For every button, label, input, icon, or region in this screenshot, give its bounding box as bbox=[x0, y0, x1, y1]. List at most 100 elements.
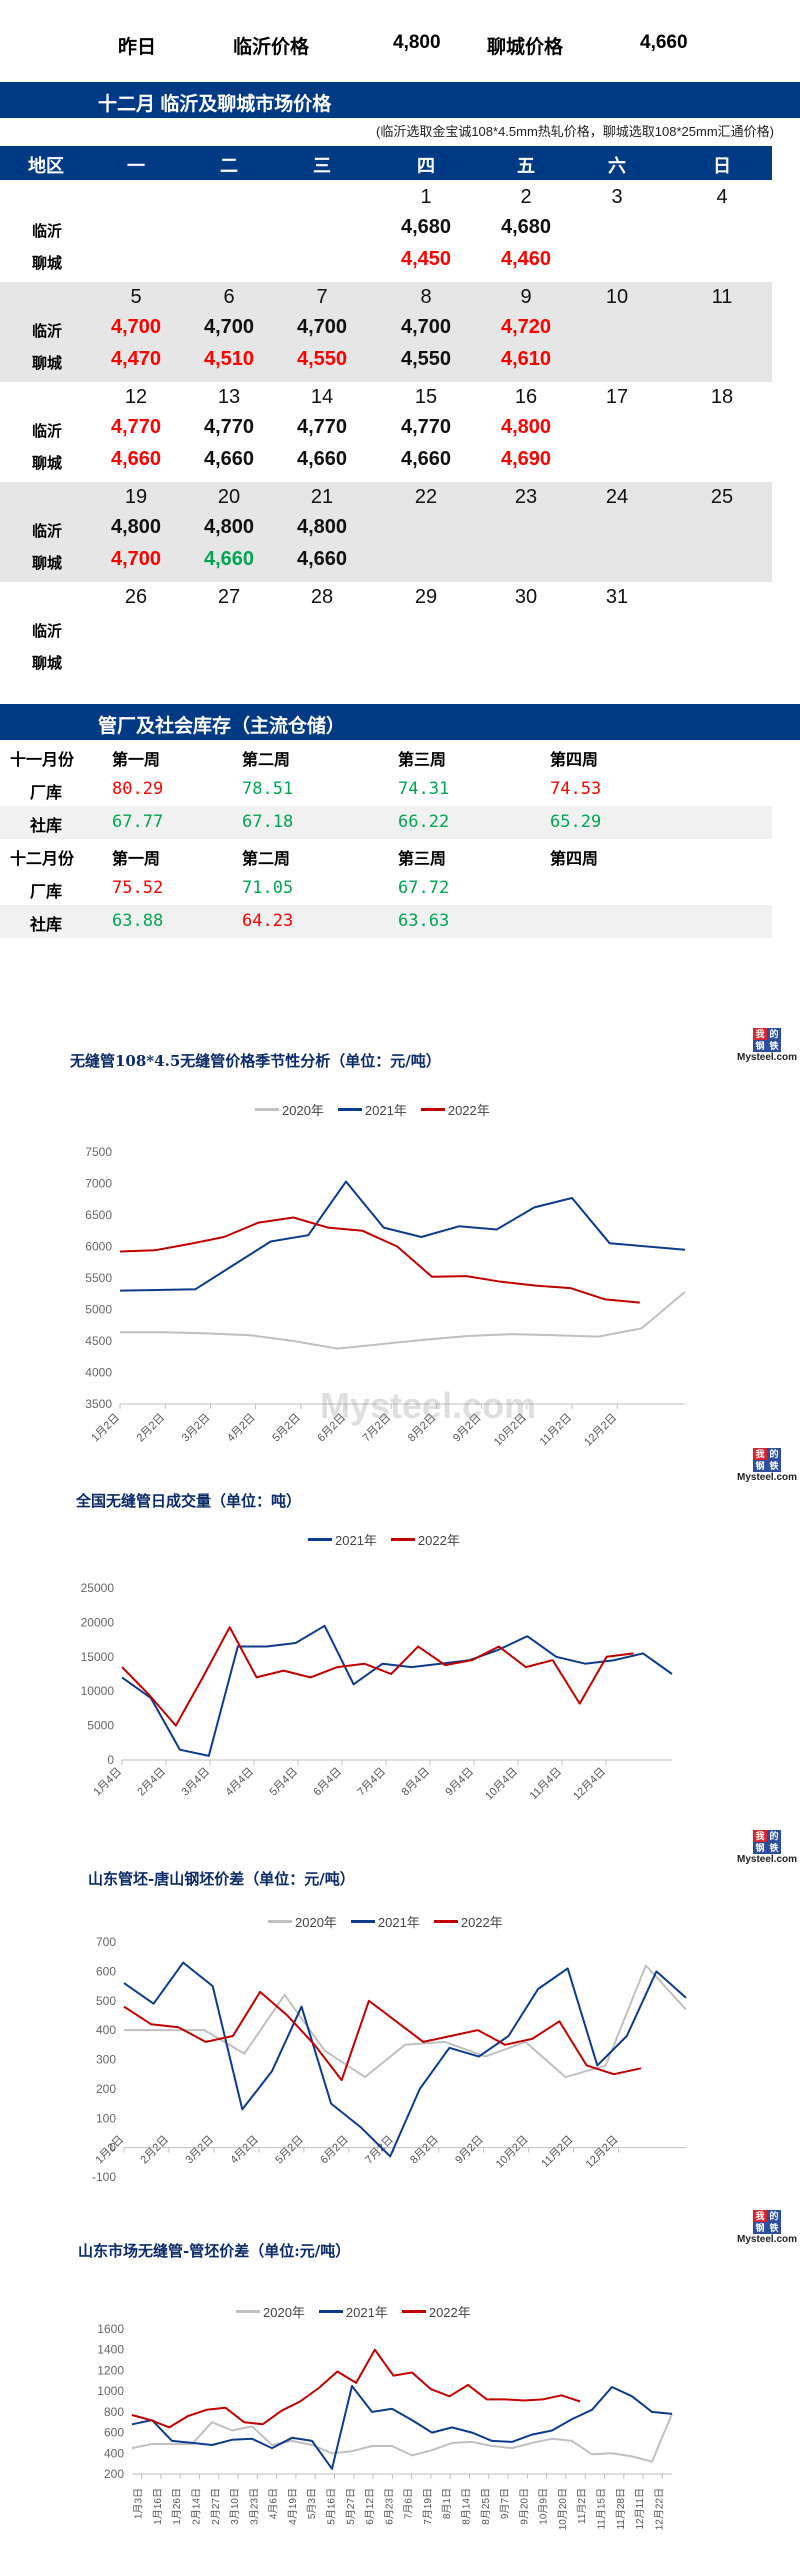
logo-text: Mysteel.com bbox=[736, 2234, 798, 2245]
logo-tile: 钢 bbox=[753, 1842, 767, 1854]
legend-item: 2021年 bbox=[318, 2302, 388, 2321]
mysteel-logo: 我的钢铁 Mysteel.com bbox=[734, 1448, 800, 1488]
y-tick-label: 6000 bbox=[85, 1240, 112, 1254]
chart-legend: 2021年 2022年 bbox=[308, 1530, 468, 1549]
inventory-value: 71.05 bbox=[242, 878, 294, 898]
series-line-2020年 bbox=[131, 2413, 673, 2463]
series-line-2022年 bbox=[131, 2348, 581, 2429]
liaocheng-price-label: 聊城价格 bbox=[487, 37, 564, 58]
y-tick-label: 600 bbox=[104, 2426, 124, 2440]
liaocheng-price-cell: 4,550 bbox=[296, 348, 348, 370]
calendar-day-number: 8 bbox=[420, 286, 432, 308]
series-line-2021年 bbox=[121, 1624, 673, 1757]
calendar-day-number: 31 bbox=[605, 586, 629, 608]
linyi-price-cell: 4,680 bbox=[400, 216, 452, 238]
calendar-day-number: 6 bbox=[223, 286, 235, 308]
legend-label: 2020年 bbox=[263, 2305, 305, 2320]
logo-tile: 的 bbox=[767, 1028, 781, 1040]
linyi-price-cell: 4,800 bbox=[203, 516, 255, 538]
logo-tile: 我 bbox=[753, 1028, 767, 1040]
calendar-day-number: 5 bbox=[130, 286, 142, 308]
chart-title: 山东市场无缝管-管坯价差（单位:元/吨） bbox=[78, 2242, 351, 2260]
inventory-value: 67.77 bbox=[112, 812, 164, 832]
calendar-header-row: 地区 一 二 三 四 五 六 日 bbox=[0, 146, 772, 180]
linyi-price-cell: 4,800 bbox=[110, 516, 162, 538]
inventory-row-label: 厂库 bbox=[30, 882, 63, 901]
legend-swatch-icon bbox=[268, 1920, 292, 1923]
calendar-week-row: 临沂 聊城 12 13 14 15 16 17 18 4,770 4,770 4,770 4,770 4,… bbox=[0, 382, 772, 482]
row-label-liaocheng: 聊城 bbox=[32, 354, 63, 372]
logo-tile: 我 bbox=[753, 2210, 767, 2222]
linyi-price-cell: 4,680 bbox=[500, 216, 552, 238]
week-header: 第三周 bbox=[398, 750, 447, 769]
legend-label: 2021年 bbox=[377, 1915, 420, 1930]
x-tick-label: 2月14日 bbox=[191, 2488, 203, 2525]
y-tick-label: 200 bbox=[104, 2467, 124, 2481]
yesterday-summary: 昨日 临沂价格 4,800 聊城价格 4,660 bbox=[0, 24, 800, 60]
week-header: 第四周 bbox=[550, 750, 599, 769]
linyi-price-cell: 4,800 bbox=[296, 516, 348, 538]
inventory-value: 67.72 bbox=[398, 878, 450, 898]
liaocheng-price-cell: 4,610 bbox=[500, 348, 552, 370]
x-tick-label: 8月14日 bbox=[461, 2488, 473, 2525]
calendar-day-number: 17 bbox=[605, 386, 629, 408]
week-header: 第一周 bbox=[112, 849, 161, 868]
liaocheng-price-cell: 4,660 bbox=[203, 548, 255, 570]
calendar-day-number: 25 bbox=[710, 486, 734, 508]
x-tick-label: 4月6日 bbox=[268, 2488, 280, 2519]
chart-legend: 2020年 2021年 2022年 bbox=[236, 2302, 479, 2321]
calendar-day-number: 30 bbox=[514, 586, 538, 608]
header-fri: 五 bbox=[517, 156, 535, 176]
x-tick-label: 3月10日 bbox=[229, 2488, 241, 2525]
x-tick-label: 7月19日 bbox=[422, 2488, 434, 2525]
y-tick-label: 1200 bbox=[97, 2363, 124, 2377]
legend-item: 2021年 bbox=[308, 1530, 377, 1549]
header-wed: 三 bbox=[313, 156, 331, 176]
y-tick-label: 6500 bbox=[85, 1208, 112, 1222]
logo-tile: 铁 bbox=[767, 1842, 781, 1854]
calendar-day-number: 10 bbox=[605, 286, 629, 308]
y-tick-label: 500 bbox=[96, 1994, 116, 2008]
calendar-week-row: 临沂 聊城 19 20 21 22 23 24 25 4,800 4,800 4,800 4,700 4,… bbox=[0, 482, 772, 582]
legend-swatch-icon bbox=[401, 2310, 426, 2313]
liaocheng-price-cell: 4,460 bbox=[500, 248, 552, 270]
chart-title: 全国无缝管日成交量（单位：吨） bbox=[76, 1492, 302, 1510]
legend-item: 2021年 bbox=[350, 1912, 420, 1931]
calendar-day-number: 29 bbox=[414, 586, 438, 608]
header-region: 地区 bbox=[28, 156, 64, 176]
y-tick-label: 100 bbox=[96, 2111, 116, 2125]
inventory-value: 63.63 bbox=[398, 911, 450, 931]
chart-title: 无缝管108*4.5无缝管价格季节性分析（单位：元/吨） bbox=[70, 1052, 441, 1070]
y-tick-label: 200 bbox=[96, 2082, 116, 2096]
y-tick-label: 5000 bbox=[87, 1719, 114, 1733]
calendar-day-number: 24 bbox=[605, 486, 629, 508]
y-tick-label: 4000 bbox=[85, 1366, 112, 1380]
inventory-row: 厂库 75.52 71.05 67.72 bbox=[0, 872, 772, 905]
row-label-liaocheng: 聊城 bbox=[32, 454, 63, 472]
calendar-day-number: 26 bbox=[124, 586, 148, 608]
y-tick-label: 800 bbox=[104, 2405, 124, 2419]
x-tick-label: 10月20日 bbox=[557, 2488, 569, 2530]
x-tick-label: 7月6日 bbox=[403, 2488, 415, 2519]
week-header: 第四周 bbox=[550, 849, 599, 868]
x-tick-label: 1月3日 bbox=[133, 2488, 145, 2519]
inventory-row-label: 社库 bbox=[30, 915, 63, 934]
liaocheng-price-cell: 4,550 bbox=[400, 348, 452, 370]
legend-item: 2020年 bbox=[268, 1912, 337, 1931]
calendar-day-number: 11 bbox=[711, 286, 733, 308]
calendar-day-number: 15 bbox=[414, 386, 438, 408]
y-tick-label: 7000 bbox=[85, 1177, 112, 1191]
legend-label: 2022年 bbox=[417, 1533, 460, 1548]
x-tick-label: 1月16日 bbox=[152, 2488, 164, 2525]
chart-title: 山东管坯-唐山钢坯价差（单位：元/吨） bbox=[88, 1870, 355, 1888]
linyi-price-label: 临沂价格 bbox=[233, 37, 310, 58]
x-tick-label: 10月9日 bbox=[538, 2488, 550, 2525]
x-tick-label: 11月15日 bbox=[596, 2488, 608, 2530]
linyi-price-cell: 4,700 bbox=[110, 316, 162, 338]
legend-label: 2022年 bbox=[447, 1103, 490, 1118]
mysteel-watermark: Mysteel.com bbox=[320, 1385, 537, 1426]
liaocheng-price-cell: 4,660 bbox=[400, 448, 452, 470]
x-tick-label: 1月26日 bbox=[171, 2488, 183, 2525]
legend-swatch-icon bbox=[433, 1920, 458, 1923]
